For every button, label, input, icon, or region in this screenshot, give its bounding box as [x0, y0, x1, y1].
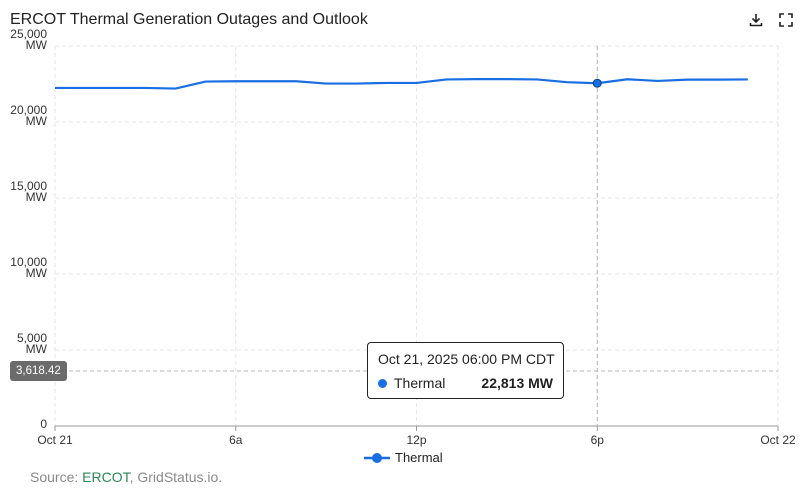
tooltip-row: Thermal 22,813 MW: [378, 375, 553, 391]
tooltip-series-name: Thermal: [394, 375, 446, 391]
source-suffix: , GridStatus.io.: [129, 469, 223, 485]
x-tick-label: Oct 21: [37, 433, 73, 447]
legend-marker-icon: [364, 452, 390, 463]
x-tick-label: 6a: [229, 433, 243, 447]
crosshair-y-label: 3,618.42: [10, 361, 67, 381]
tooltip-date: Oct 21, 2025 06:00 PM CDT: [378, 351, 555, 367]
download-icon[interactable]: [748, 12, 764, 28]
legend-label: Thermal: [395, 450, 443, 465]
legend-item-thermal[interactable]: Thermal: [363, 450, 443, 465]
y-tick-label: 10,000 MW: [10, 255, 47, 280]
y-tick-label: 0: [40, 417, 47, 431]
source-prefix: Source:: [30, 469, 83, 485]
highlight-point: [592, 78, 602, 88]
series-line-thermal: [55, 78, 748, 90]
y-tick-label: 5,000 MW: [17, 331, 48, 356]
x-tick-label: 12p: [406, 433, 426, 447]
x-tick-label: Oct 22: [760, 433, 796, 447]
y-tick-label: 25,000 MW: [10, 27, 47, 52]
series-color-dot: [378, 378, 387, 388]
source-note: Source: ERCOT, GridStatus.io.: [30, 469, 222, 485]
y-tick-label: 15,000 MW: [10, 179, 47, 204]
chart-title: ERCOT Thermal Generation Outages and Out…: [10, 11, 368, 28]
tooltip-value: 22,813 MW: [481, 375, 553, 391]
x-tick-label: 6p: [591, 433, 605, 447]
chart-tooltip: Oct 21, 2025 06:00 PM CDT Thermal 22,813…: [367, 342, 564, 399]
source-link-ercot[interactable]: ERCOT: [82, 469, 130, 485]
fullscreen-icon[interactable]: [778, 12, 794, 28]
y-tick-label: 20,000 MW: [10, 103, 47, 128]
chart-toolbar: [748, 12, 794, 28]
